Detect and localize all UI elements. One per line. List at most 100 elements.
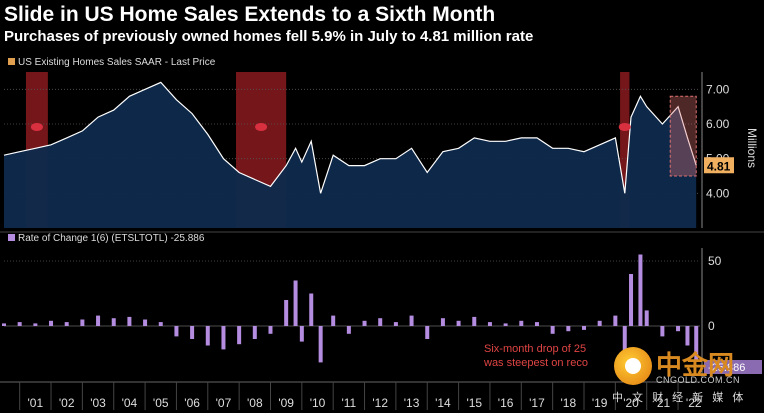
x-tick-label: '22: [686, 396, 702, 410]
top-tick-label: 4.00: [706, 186, 730, 200]
roc-bar: [425, 326, 430, 339]
x-axis: '01 '02 '03 '04 '05 '06 '07 '08 '09 '10 '11 '12 '13 '…: [0, 381, 702, 410]
legend-sales-label: US Existing Homes Sales SAAR - Last Pric…: [18, 57, 216, 68]
x-tick-label: '15: [466, 396, 482, 410]
legend-roc-label: Rate of Change 1(6) (ETSLTOTL) -25.886: [18, 233, 205, 244]
roc-bar: [318, 326, 323, 363]
roc-bar: [190, 326, 195, 339]
top-tick-label: 6.00: [706, 117, 730, 131]
chart-title: Slide in US Home Sales Extends to a Sixt…: [4, 3, 496, 26]
x-tick-label: '08: [247, 396, 263, 410]
roc-bar: [143, 319, 148, 326]
roc-bar: [252, 326, 257, 339]
x-tick-label: '07: [216, 396, 232, 410]
roc-bar: [440, 318, 445, 326]
x-tick-label: '17: [529, 396, 545, 410]
recession-band: [620, 72, 630, 228]
roc-bar: [96, 315, 101, 326]
last-value-box: [704, 157, 734, 174]
highlight-box: [669, 95, 697, 177]
roc-bar: [660, 326, 665, 337]
logo-brand: 中金网: [656, 350, 735, 380]
band-marker: [30, 123, 43, 131]
x-tick-label: '14: [435, 396, 451, 410]
roc-bar: [534, 322, 539, 326]
roc-bar: [378, 318, 383, 326]
x-tick-label: '04: [122, 396, 138, 410]
roc-last-label: -25.886: [708, 362, 745, 374]
bottom-y-axis: 50 0 -25.886: [701, 248, 762, 378]
roc-bar: [111, 318, 116, 326]
legend-roc: Rate of Change 1(6) (ETSLTOTL) -25.886: [8, 233, 204, 244]
roc-bar: [503, 323, 508, 326]
x-tick-label: '05: [153, 396, 169, 410]
sales-line: [3, 81, 697, 194]
roc-last-box: [704, 360, 762, 374]
roc-bar: [221, 326, 226, 350]
annotation-line: was steepest on reco: [483, 357, 588, 369]
roc-bar: [685, 326, 690, 346]
legend-swatch-roc: [8, 234, 15, 241]
roc-bar: [456, 320, 461, 326]
annotation-line: Six-month drop of 25: [484, 343, 586, 355]
logo-cn: 中 文 财 经 新 媒 体: [612, 392, 747, 404]
roc-bar: [284, 300, 289, 326]
roc-bar: [205, 326, 210, 346]
x-tick-label: '18: [561, 396, 577, 410]
x-tick-label: '21: [655, 396, 671, 410]
bottom-grid: [0, 231, 764, 327]
roc-bar: [582, 326, 586, 330]
legend-sales: US Existing Homes Sales SAAR - Last Pric…: [8, 57, 215, 68]
logo: 中金网 CNGOLD.COM.CN 中 文 财 经 新 媒 体: [612, 345, 762, 405]
roc-bar: [362, 320, 367, 326]
roc-bar: [174, 326, 179, 337]
x-tick-label: '09: [278, 396, 294, 410]
band-marker: [618, 123, 631, 131]
logo-domain: CNGOLD.COM.CN: [656, 375, 741, 385]
top-tick-label: 7.00: [706, 82, 730, 96]
last-value-label: 4.81: [707, 159, 731, 173]
band-markers: [30, 123, 631, 131]
roc-bar: [158, 322, 163, 326]
roc-bar: [472, 316, 477, 326]
roc-bar: [299, 326, 304, 342]
logo-icon: [614, 347, 652, 385]
roc-bar: [80, 319, 85, 326]
roc-bar: [566, 326, 571, 332]
chart-subtitle: Purchases of previously owned homes fell…: [4, 28, 534, 45]
bottom-tick-label: 50: [708, 254, 722, 268]
roc-bar: [293, 280, 298, 326]
roc-bar: [694, 326, 699, 360]
x-tick-label: '03: [90, 396, 106, 410]
roc-bar: [331, 315, 336, 326]
x-tick-label: '16: [498, 396, 514, 410]
roc-bar: [33, 323, 38, 326]
x-tick-label: '19: [592, 396, 608, 410]
bottom-tick-label: 0: [708, 319, 715, 333]
roc-bar: [346, 326, 351, 334]
x-tick-label: '06: [184, 396, 200, 410]
annotation: Six-month drop of 25 was steepest on reco: [483, 343, 588, 369]
roc-bar: [309, 293, 314, 326]
x-tick-label: '20: [623, 396, 639, 410]
roc-bar: [487, 322, 492, 326]
roc-bars: [2, 254, 699, 363]
roc-bar: [393, 322, 398, 326]
roc-bar: [49, 320, 54, 326]
roc-bar: [644, 310, 649, 326]
x-tick-label: '13: [404, 396, 420, 410]
roc-bar: [676, 326, 681, 332]
roc-bar: [629, 274, 634, 326]
roc-bar: [268, 326, 273, 334]
roc-bar: [597, 320, 602, 326]
x-tick-label: '01: [28, 396, 44, 410]
roc-bar: [64, 322, 69, 326]
legend-swatch-sales: [8, 58, 15, 65]
roc-bar: [519, 320, 524, 326]
roc-bar: [237, 326, 242, 345]
x-tick-label: '10: [310, 396, 326, 410]
roc-bar: [127, 316, 132, 326]
x-tick-label: '02: [59, 396, 75, 410]
roc-bar: [622, 326, 627, 359]
